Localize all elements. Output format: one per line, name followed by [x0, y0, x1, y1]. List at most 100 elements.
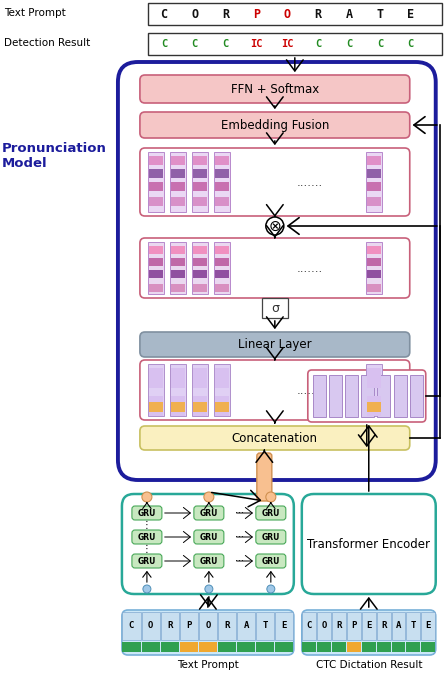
Bar	[332, 612, 346, 640]
Bar	[275, 612, 293, 640]
Text: Transformer Encoder: Transformer Encoder	[307, 538, 430, 551]
Bar	[218, 642, 236, 652]
Text: ···: ···	[235, 508, 244, 518]
Bar	[171, 258, 185, 266]
Text: C: C	[315, 39, 321, 49]
Bar	[192, 152, 208, 212]
Bar	[362, 612, 376, 640]
Bar	[410, 375, 423, 417]
Bar	[302, 612, 316, 640]
Bar	[142, 612, 159, 640]
Bar	[367, 182, 381, 191]
Bar	[218, 612, 236, 640]
Text: .......: .......	[297, 175, 323, 188]
Text: O: O	[322, 620, 327, 629]
Text: C: C	[223, 39, 229, 49]
Bar	[367, 270, 381, 278]
Bar	[317, 612, 331, 640]
Bar	[161, 612, 179, 640]
Text: ⋮: ⋮	[142, 520, 152, 530]
Bar	[180, 642, 198, 652]
Bar	[122, 642, 141, 652]
Text: E: E	[282, 620, 287, 629]
Bar	[214, 364, 230, 416]
Bar	[180, 612, 198, 640]
Bar	[171, 246, 185, 254]
Bar	[367, 258, 381, 266]
Bar	[215, 368, 229, 388]
FancyBboxPatch shape	[140, 75, 410, 103]
Text: GRU: GRU	[200, 533, 218, 542]
Bar	[215, 270, 229, 278]
Text: R: R	[222, 8, 229, 21]
Bar	[367, 169, 381, 178]
Bar	[214, 242, 230, 294]
FancyBboxPatch shape	[132, 506, 162, 520]
Bar	[394, 375, 407, 417]
Text: Text Prompt: Text Prompt	[177, 660, 239, 670]
Text: ···: ···	[235, 532, 244, 542]
Text: E: E	[366, 620, 371, 629]
Text: Embedding Fusion: Embedding Fusion	[221, 119, 329, 132]
Bar	[149, 270, 163, 278]
Text: P: P	[351, 620, 357, 629]
Text: C: C	[306, 620, 312, 629]
Bar	[149, 197, 163, 206]
Bar	[149, 258, 163, 266]
Text: T: T	[263, 620, 268, 629]
Bar	[171, 270, 185, 278]
Bar	[262, 298, 288, 318]
FancyBboxPatch shape	[140, 148, 410, 216]
Bar	[215, 396, 229, 416]
Bar	[148, 3, 442, 25]
Bar	[171, 182, 185, 191]
FancyBboxPatch shape	[194, 554, 224, 568]
FancyBboxPatch shape	[257, 453, 272, 501]
Text: ···: ···	[235, 556, 244, 566]
Bar	[367, 156, 381, 165]
Bar	[192, 364, 208, 416]
Text: CTC Dictation Result: CTC Dictation Result	[315, 660, 422, 670]
Bar	[367, 284, 381, 292]
Bar	[148, 152, 164, 212]
Bar	[142, 642, 159, 652]
Circle shape	[267, 585, 275, 593]
FancyBboxPatch shape	[118, 62, 436, 480]
Text: R: R	[381, 620, 386, 629]
Bar	[214, 152, 230, 212]
Bar	[347, 612, 361, 640]
Bar	[193, 182, 207, 191]
Bar	[171, 156, 185, 165]
Text: R: R	[314, 8, 322, 21]
Bar	[149, 284, 163, 292]
Text: C: C	[346, 39, 352, 49]
Bar	[256, 612, 274, 640]
Bar	[215, 169, 229, 178]
Bar	[215, 402, 229, 412]
Text: σ: σ	[271, 302, 279, 315]
Circle shape	[266, 217, 284, 235]
Text: A: A	[243, 620, 249, 629]
Bar	[215, 284, 229, 292]
Bar	[406, 642, 420, 652]
Bar	[422, 642, 435, 652]
FancyBboxPatch shape	[140, 332, 410, 357]
FancyBboxPatch shape	[194, 506, 224, 520]
Bar	[199, 642, 217, 652]
Text: O: O	[284, 8, 291, 21]
Text: O: O	[205, 620, 211, 629]
Text: O: O	[148, 620, 153, 629]
Bar	[237, 642, 255, 652]
Bar	[149, 182, 163, 191]
Bar	[302, 642, 316, 652]
Bar	[148, 364, 164, 416]
Text: Linear Layer: Linear Layer	[238, 338, 312, 351]
Circle shape	[266, 492, 276, 502]
Bar	[149, 156, 163, 165]
Text: Detection Result: Detection Result	[4, 38, 90, 48]
Bar	[193, 270, 207, 278]
Bar	[193, 169, 207, 178]
Bar	[149, 402, 163, 412]
Bar	[422, 612, 435, 640]
Bar	[366, 364, 382, 416]
